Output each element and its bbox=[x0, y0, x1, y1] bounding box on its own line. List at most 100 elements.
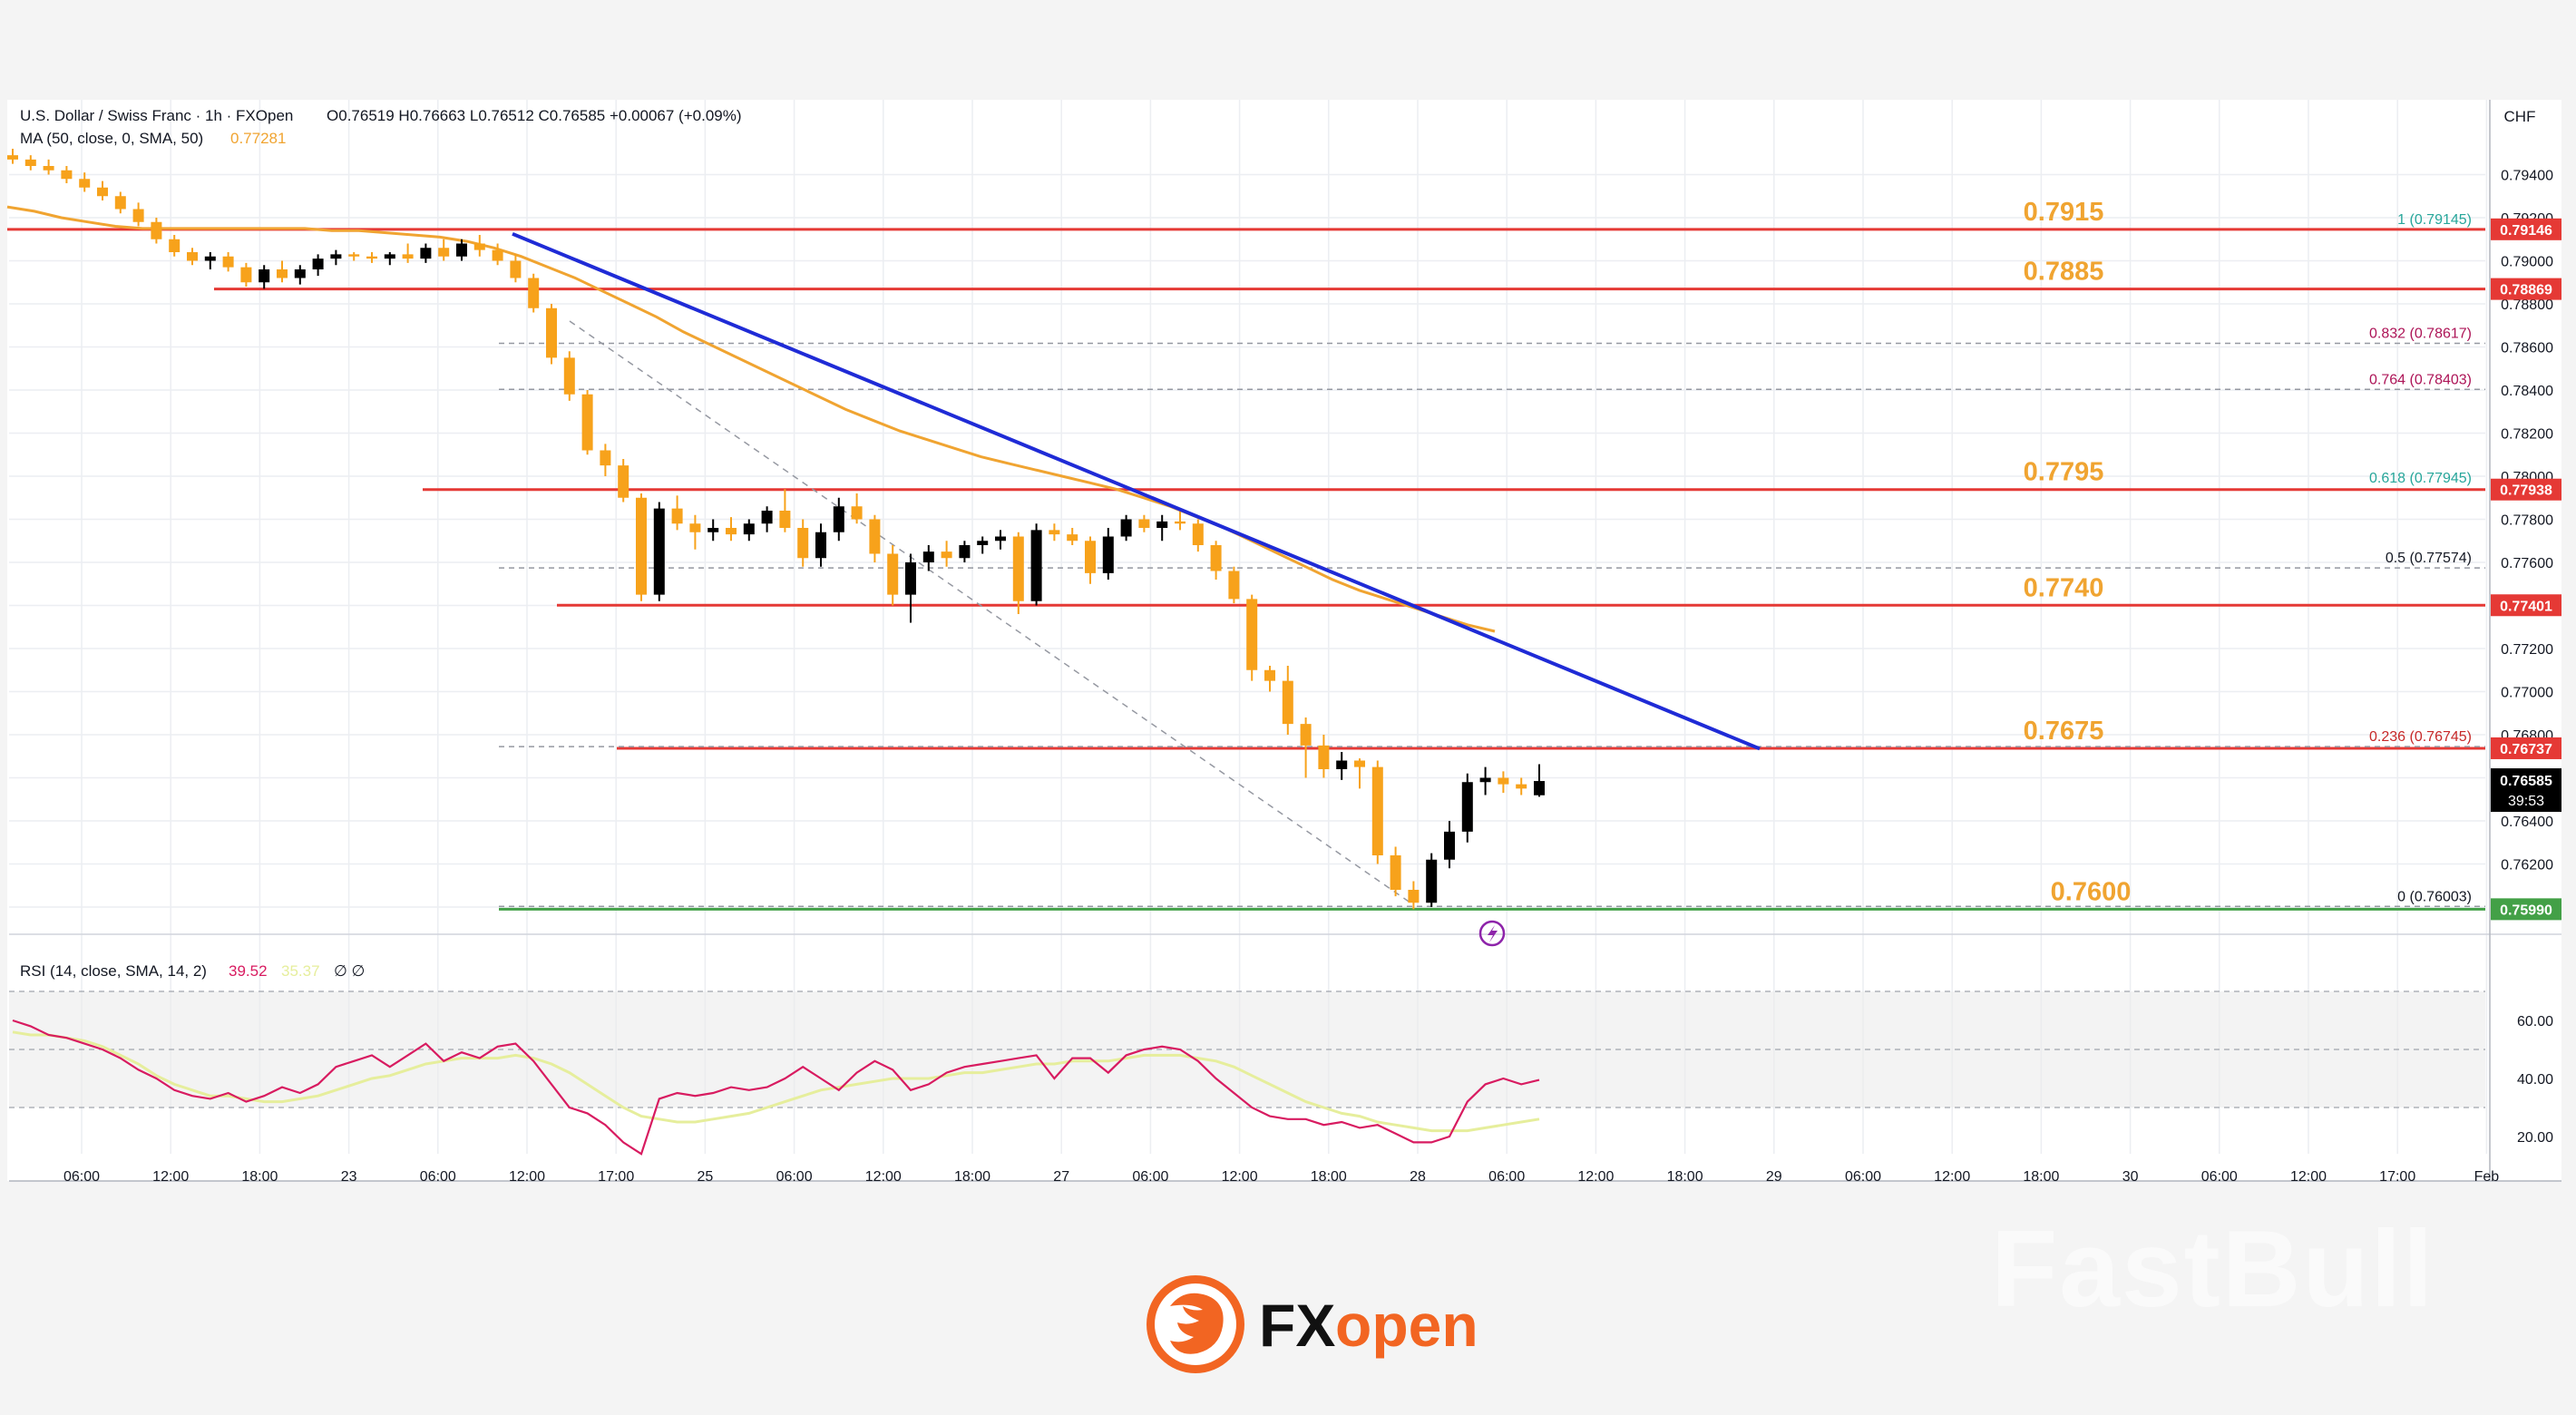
candle-body bbox=[1498, 777, 1509, 785]
level-label: 0.7600 bbox=[2051, 877, 2132, 906]
price-badge bbox=[2491, 737, 2561, 759]
time-tick: 30 bbox=[2122, 1169, 2139, 1185]
candle-body bbox=[743, 523, 755, 535]
candle-body bbox=[779, 511, 791, 528]
candle-body bbox=[1516, 784, 1527, 789]
level-label: 0.7885 bbox=[2024, 258, 2104, 287]
candle-body bbox=[1461, 782, 1473, 832]
time-tick: 06:00 bbox=[1845, 1169, 1881, 1185]
candle-body bbox=[887, 553, 899, 595]
price-tick: 0.78400 bbox=[2501, 384, 2553, 399]
price-tick: 0.78800 bbox=[2501, 298, 2553, 313]
logo-fx: FX bbox=[1259, 1292, 1335, 1359]
candle-body bbox=[761, 511, 773, 524]
event-marker[interactable] bbox=[1478, 920, 1506, 947]
price-badge-text: 0.77401 bbox=[2500, 599, 2552, 614]
time-tick: 06:00 bbox=[1488, 1169, 1525, 1185]
ohlc-value: 0.76585 bbox=[550, 107, 605, 124]
price-tick: 0.77800 bbox=[2501, 513, 2553, 529]
price-tick: 0.76200 bbox=[2501, 858, 2553, 873]
currency-label: CHF bbox=[2504, 108, 2536, 125]
price-tick: 0.76400 bbox=[2501, 815, 2553, 830]
rsi-extra: ∅ ∅ bbox=[334, 962, 365, 980]
candle-body bbox=[1264, 669, 1275, 681]
time-tick: 18:00 bbox=[954, 1169, 990, 1185]
candle-body bbox=[1156, 521, 1168, 528]
time-tick: 12:00 bbox=[865, 1169, 902, 1185]
ohlc-change: +0.00067 (+0.09%) bbox=[605, 107, 741, 124]
candle-body bbox=[1479, 777, 1491, 783]
fib-label: 0.236 (0.76745) bbox=[2369, 729, 2472, 745]
time-tick: 06:00 bbox=[776, 1169, 813, 1185]
candle-body bbox=[797, 528, 809, 559]
fib-label: 0 (0.76003) bbox=[2397, 889, 2472, 904]
candle-body bbox=[636, 497, 647, 595]
candle-body bbox=[1408, 890, 1420, 903]
fib-label: 0.832 (0.78617) bbox=[2369, 326, 2472, 341]
fib-diagonal bbox=[569, 320, 1414, 906]
rsi-ma-value: 35.37 bbox=[281, 962, 320, 980]
candle-body bbox=[689, 523, 701, 532]
candle-body bbox=[1030, 530, 1042, 601]
candle-body bbox=[1318, 745, 1330, 769]
ma-label: MA (50, close, 0, SMA, 50) bbox=[20, 130, 203, 147]
fib-label: 1 (0.79145) bbox=[2397, 212, 2472, 228]
candle-body bbox=[402, 254, 414, 259]
candle-body bbox=[1067, 534, 1078, 542]
candle-body bbox=[618, 465, 629, 498]
candle-body bbox=[492, 249, 503, 261]
time-tick: Feb bbox=[2474, 1169, 2500, 1185]
price-badge-text: 0.76737 bbox=[2500, 742, 2552, 757]
price-badge-text: 0.77938 bbox=[2500, 483, 2552, 499]
candle-body bbox=[330, 254, 342, 259]
time-tick: 18:00 bbox=[2023, 1169, 2059, 1185]
time-tick: 12:00 bbox=[1577, 1169, 1614, 1185]
price-badge-text: 0.79146 bbox=[2500, 223, 2552, 239]
time-tick: 12:00 bbox=[1934, 1169, 1970, 1185]
price-tick: 0.79400 bbox=[2501, 169, 2553, 184]
ohlc-value: 0.76519 bbox=[338, 107, 394, 124]
candle-body bbox=[869, 519, 881, 554]
ohlc-value: 0.76663 bbox=[410, 107, 465, 124]
candle-body bbox=[510, 260, 522, 278]
rsi-tick: 60.00 bbox=[2517, 1014, 2553, 1030]
candle-body bbox=[366, 256, 377, 259]
candle-body bbox=[1300, 724, 1312, 746]
candle-body bbox=[528, 278, 540, 308]
candle-body bbox=[1390, 855, 1401, 890]
candle-body bbox=[240, 267, 252, 283]
candle-body bbox=[726, 528, 737, 535]
candle-body bbox=[259, 269, 270, 283]
candle-body bbox=[187, 252, 198, 261]
candle-body bbox=[815, 532, 826, 559]
time-tick: 06:00 bbox=[2201, 1169, 2238, 1185]
time-tick: 18:00 bbox=[1311, 1169, 1347, 1185]
rsi-line bbox=[12, 1019, 1540, 1156]
candle-body bbox=[420, 248, 432, 259]
candle-body bbox=[79, 179, 91, 188]
time-tick: 29 bbox=[1766, 1169, 1782, 1185]
candle-body bbox=[1102, 536, 1114, 573]
candle-body bbox=[43, 166, 54, 171]
candle-body bbox=[922, 551, 934, 562]
price-badge bbox=[2491, 478, 2561, 501]
candle-body bbox=[456, 243, 467, 257]
candle-body bbox=[97, 187, 108, 197]
rsi-value: 39.52 bbox=[229, 962, 268, 980]
price-badge bbox=[2491, 278, 2561, 300]
candle-body bbox=[1354, 760, 1365, 767]
time-tick: 28 bbox=[1410, 1169, 1426, 1185]
candle-body bbox=[1175, 521, 1186, 524]
candle-body bbox=[7, 155, 18, 160]
level-label: 0.7915 bbox=[2024, 198, 2104, 227]
ma-value: 0.77281 bbox=[230, 130, 286, 147]
level-label: 0.7740 bbox=[2024, 573, 2104, 602]
ohlc-key: C bbox=[534, 107, 550, 124]
candle-body bbox=[1246, 599, 1258, 670]
level-label: 0.7675 bbox=[2024, 717, 2104, 746]
candle-body bbox=[905, 562, 916, 595]
candle-body bbox=[851, 506, 863, 520]
candle-body bbox=[1336, 760, 1348, 769]
price-tick: 0.77600 bbox=[2501, 556, 2553, 571]
candle-body bbox=[294, 269, 306, 278]
